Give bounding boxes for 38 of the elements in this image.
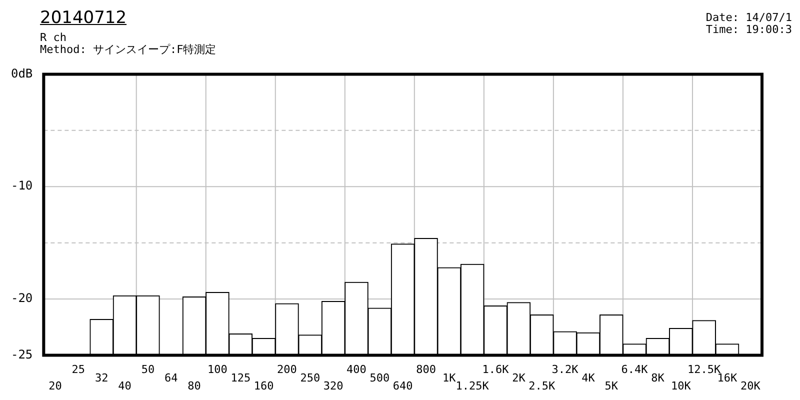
chart-subtitle: R ch [40, 31, 68, 44]
y-tick-label: -20 [10, 291, 33, 306]
chart-title: 20140712 [40, 8, 127, 28]
x-tick-label: 10K [670, 380, 692, 393]
y-tick-label: 0dB [10, 66, 33, 80]
x-tick-label: 160 [254, 380, 274, 393]
x-tick-label: 20 [48, 380, 62, 393]
x-tick-label: 4K [582, 371, 596, 384]
x-tick-label: 1.25K [456, 380, 490, 393]
x-tick-label: 800 [416, 363, 436, 376]
x-tick-label: 8K [651, 371, 665, 384]
x-tick-label: 64 [164, 371, 178, 384]
x-tick-label: 80 [188, 380, 201, 393]
x-tick-label: 25 [72, 363, 86, 376]
x-tick-label: 640 [392, 380, 413, 393]
x-tick-label: 250 [300, 371, 320, 384]
y-tick-label: -25 [10, 347, 33, 362]
x-tick-label: 32 [94, 371, 108, 384]
x-tick-label: 3.2K [552, 363, 579, 376]
x-tick-label: 40 [118, 380, 132, 393]
x-tick-label: 1.6K [482, 363, 510, 376]
y-tick-label: -10 [10, 178, 33, 193]
x-tick-label: 400 [346, 363, 366, 376]
x-tick-label: 20K [740, 380, 761, 393]
x-tick-label: 50 [141, 363, 155, 376]
text: Date: 14/07/1 [706, 11, 792, 24]
x-tick-label: 1K [442, 371, 456, 384]
x-tick-label: 2K [512, 371, 526, 384]
x-tick-label: 320 [323, 380, 344, 393]
x-tick-label: 6.4K [621, 363, 648, 376]
x-tick-label: 200 [277, 363, 297, 376]
x-tick-label: 2.5K [528, 380, 556, 393]
x-tick-label: 125 [230, 371, 251, 384]
text: Method: サインスイープ:F特測定 [40, 43, 216, 56]
text: Time: 19:00:3 [706, 23, 792, 36]
x-tick-label: 100 [208, 363, 228, 376]
x-tick-label: 500 [370, 371, 390, 384]
x-tick-label: 5K [604, 380, 618, 393]
